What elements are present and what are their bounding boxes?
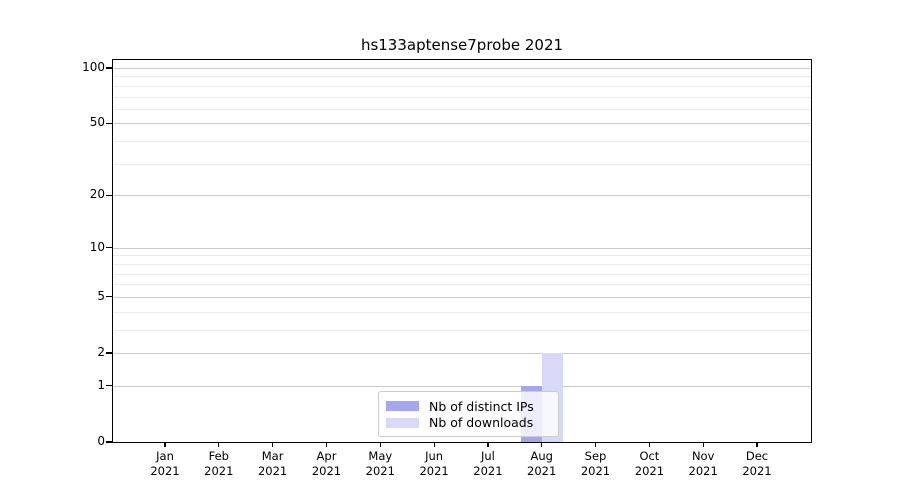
y-gridline-major <box>113 68 811 69</box>
y-tick-label: 2 <box>97 345 105 359</box>
x-tick <box>648 443 651 447</box>
x-tick <box>487 443 489 447</box>
x-tick-label: Oct 2021 <box>634 449 665 478</box>
y-tick-label: 5 <box>97 288 105 303</box>
y-gridline-minor <box>113 329 811 331</box>
y-gridline-major <box>113 353 811 354</box>
x-tick-label: Aug 2021 <box>527 449 557 478</box>
x-tick <box>702 443 704 447</box>
legend-item: Nb of distinct IPs <box>386 398 549 415</box>
x-tick <box>164 443 166 447</box>
y-tick <box>106 194 113 196</box>
y-gridline-minor <box>113 108 811 110</box>
y-tick <box>106 67 113 69</box>
y-tick-label: 20 <box>89 187 105 202</box>
x-tick-label: Jun 2021 <box>419 449 449 478</box>
x-tick <box>541 443 543 447</box>
y-gridline-major <box>113 385 811 387</box>
x-tick <box>272 443 274 447</box>
y-gridline-minor <box>113 284 811 286</box>
y-tick <box>106 385 113 387</box>
chart-title: hs133aptense7probe 2021 <box>360 36 564 54</box>
y-tick-label: 10 <box>89 239 105 254</box>
x-tick <box>218 443 220 447</box>
legend-item: Nb of downloads <box>386 415 549 432</box>
plot-border <box>112 59 812 443</box>
y-tick <box>106 296 113 298</box>
legend-label: Nb of distinct IPs <box>429 398 534 414</box>
y-tick <box>106 122 113 125</box>
y-tick <box>106 441 113 443</box>
x-tick <box>594 443 597 447</box>
y-gridline-major <box>113 195 811 197</box>
y-tick-label: 1 <box>97 377 105 392</box>
legend: Nb of distinct IPs Nb of downloads <box>378 391 559 437</box>
x-tick <box>433 443 435 447</box>
y-gridline-major <box>113 123 811 125</box>
x-tick <box>325 443 328 447</box>
y-tick-label: 0 <box>97 434 105 448</box>
y-tick-label: 100 <box>82 60 105 74</box>
y-gridline-minor <box>113 255 811 257</box>
x-tick-label: Jan 2021 <box>150 449 180 478</box>
y-tick <box>106 247 113 249</box>
y-gridline-minor <box>113 273 811 275</box>
y-gridline-minor <box>113 311 811 313</box>
legend-label: Nb of downloads <box>429 415 534 431</box>
y-gridline-major <box>113 247 811 249</box>
x-tick-label: Feb 2021 <box>204 449 234 478</box>
y-gridline-minor <box>113 141 811 143</box>
legend-swatch <box>386 401 419 412</box>
x-tick <box>756 443 758 447</box>
x-tick-label: Nov 2021 <box>688 449 718 478</box>
legend-swatch <box>386 417 419 428</box>
x-tick-label: Apr 2021 <box>311 449 342 478</box>
x-tick-label: Sep 2021 <box>580 449 611 478</box>
y-tick <box>106 352 113 354</box>
y-gridline-minor <box>113 163 811 165</box>
y-gridline-minor <box>113 76 811 78</box>
x-tick-label: Mar 2021 <box>257 449 288 478</box>
y-gridline-minor <box>113 96 811 98</box>
x-tick <box>379 443 381 447</box>
x-tick-label: Dec 2021 <box>742 449 772 478</box>
y-tick-label: 50 <box>89 115 105 130</box>
x-tick-label: Jul 2021 <box>473 449 503 478</box>
y-gridline-minor <box>113 263 811 265</box>
y-gridline-minor <box>113 85 811 87</box>
y-gridline-major <box>113 296 811 298</box>
x-tick-label: May 2021 <box>365 449 395 478</box>
